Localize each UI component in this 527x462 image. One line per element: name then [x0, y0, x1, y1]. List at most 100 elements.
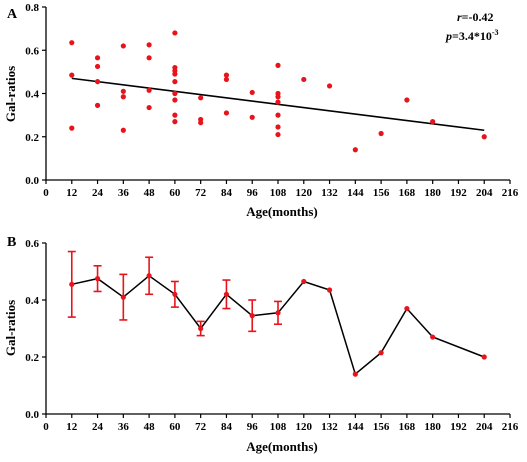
panel-b-y-tick-label: 0.4	[25, 295, 39, 307]
mean-point	[430, 334, 436, 340]
panel-b: B Gal-ratios Age(months) 0 12 24 36 48 60 72 84…	[3, 235, 519, 454]
panel-a-x-tick-label: 180	[424, 187, 441, 199]
data-point	[172, 30, 178, 36]
mean-point	[146, 273, 152, 279]
data-point	[198, 120, 204, 126]
panel-b-x-axis-title: Age(months)	[246, 439, 318, 454]
data-point	[275, 62, 281, 68]
data-point	[275, 131, 281, 138]
p-exponent: -3	[492, 28, 499, 37]
mean-line	[71, 274, 485, 376]
panel-b-x-tick-label: 12	[66, 421, 78, 433]
r-value: =-0.42	[462, 10, 494, 24]
data-point	[249, 89, 255, 96]
mean-point	[223, 291, 230, 297]
panel-a-x-tick-label: 84	[221, 187, 233, 199]
data-point	[120, 94, 126, 100]
data-point	[172, 119, 178, 125]
data-point	[275, 112, 281, 118]
panel-a-x-tick-label: 60	[169, 187, 181, 199]
data-point	[223, 76, 230, 83]
data-point	[172, 112, 178, 118]
p-value-annotation: p=3.4*10-3	[445, 28, 499, 43]
data-point	[249, 114, 255, 120]
panel-b-x-tick-label: 60	[169, 421, 181, 433]
panel-a-x-tick-label: 108	[270, 187, 287, 199]
panel-b-x-tick-label: 96	[247, 421, 259, 433]
mean-point	[198, 325, 204, 332]
data-point	[69, 125, 75, 131]
panel-b-x-tick-label: 168	[399, 421, 416, 433]
mean-point	[249, 313, 255, 319]
panel-b-y-tick-label: 0.0	[25, 409, 39, 421]
correlation-annotation: r=-0.42	[457, 10, 494, 24]
panel-a-x-tick-label: 96	[247, 187, 259, 199]
data-point	[198, 95, 204, 101]
p-symbol: p	[445, 29, 452, 43]
mean-point	[301, 278, 307, 285]
data-point	[146, 42, 152, 48]
data-point	[94, 102, 101, 108]
panel-a-letter: A	[7, 7, 18, 22]
panel-b-x-tick-label: 36	[118, 421, 130, 433]
panel-a-x-tick-label: 36	[118, 187, 130, 199]
panel-a-x-tick-label: 48	[144, 187, 156, 199]
panel-a-y-axis-title: Gal-ratios	[3, 66, 18, 122]
data-point	[223, 110, 230, 116]
panel-a-x-tick-label: 144	[347, 187, 364, 199]
panel-a: A Gal-ratios Age(months) 0 12 24 36 48 60 72 84…	[3, 2, 519, 219]
panel-b-x-tick-label: 216	[502, 421, 519, 433]
data-point	[94, 63, 101, 70]
data-point	[275, 124, 281, 130]
data-point	[172, 90, 178, 97]
panel-b-x-tick-label: 180	[424, 421, 441, 433]
data-point	[172, 71, 178, 77]
mean-point	[120, 294, 126, 300]
data-point	[481, 134, 487, 140]
panel-a-y-tick-label: 0.6	[25, 45, 39, 57]
data-point	[146, 55, 152, 61]
panel-a-x-tick-label: 204	[476, 187, 493, 199]
data-point	[94, 55, 101, 61]
data-point	[69, 72, 75, 78]
data-point	[430, 119, 436, 125]
panel-a-x-tick-label: 156	[373, 187, 390, 199]
mean-point	[481, 354, 487, 360]
panel-b-x-tick-label: 0	[43, 421, 49, 433]
data-point	[120, 88, 126, 94]
r-symbol: r	[457, 10, 462, 24]
panel-a-x-tick-label: 192	[450, 187, 467, 199]
panel-a-x-tick-label: 24	[92, 187, 104, 199]
panel-b-y-axis-title: Gal-ratios	[3, 300, 18, 356]
mean-point	[352, 371, 358, 377]
p-value: =3.4*10	[452, 29, 492, 43]
mean-point	[326, 287, 333, 293]
panel-a-x-tick-label: 216	[502, 187, 519, 199]
mean-point	[172, 291, 178, 297]
panel-b-x-tick-label: 84	[221, 421, 233, 433]
data-point	[69, 40, 75, 46]
panel-b-y-tick-label: 0.6	[25, 238, 39, 250]
data-point	[275, 99, 281, 105]
mean-point	[378, 350, 384, 356]
data-point	[275, 94, 281, 100]
panel-a-marks	[69, 30, 487, 153]
panel-b-x-tick-label: 108	[270, 421, 287, 433]
panel-a-x-tick-label: 120	[296, 187, 313, 199]
panel-a-x-axis-title: Age(months)	[246, 204, 318, 219]
data-point	[94, 79, 101, 85]
data-point	[172, 79, 178, 85]
data-point	[172, 97, 178, 103]
data-point	[326, 83, 333, 89]
panel-a-x-tick-label: 0	[43, 187, 49, 199]
panel-a-x-tick-label: 168	[399, 187, 416, 199]
panel-b-y-tick-label: 0.2	[25, 352, 39, 364]
panel-a-y-tick-label: 0.4	[25, 89, 39, 101]
mean-point	[94, 276, 101, 282]
panel-a-x-tick-label: 12	[66, 187, 78, 199]
data-point	[223, 72, 230, 78]
mean-point	[404, 305, 410, 312]
panel-b-x-tick-label: 120	[296, 421, 313, 433]
panel-a-axes: 0 12 24 36 48 60 72 84 96 108 120 132 144 156 168 180 19…	[25, 2, 519, 199]
